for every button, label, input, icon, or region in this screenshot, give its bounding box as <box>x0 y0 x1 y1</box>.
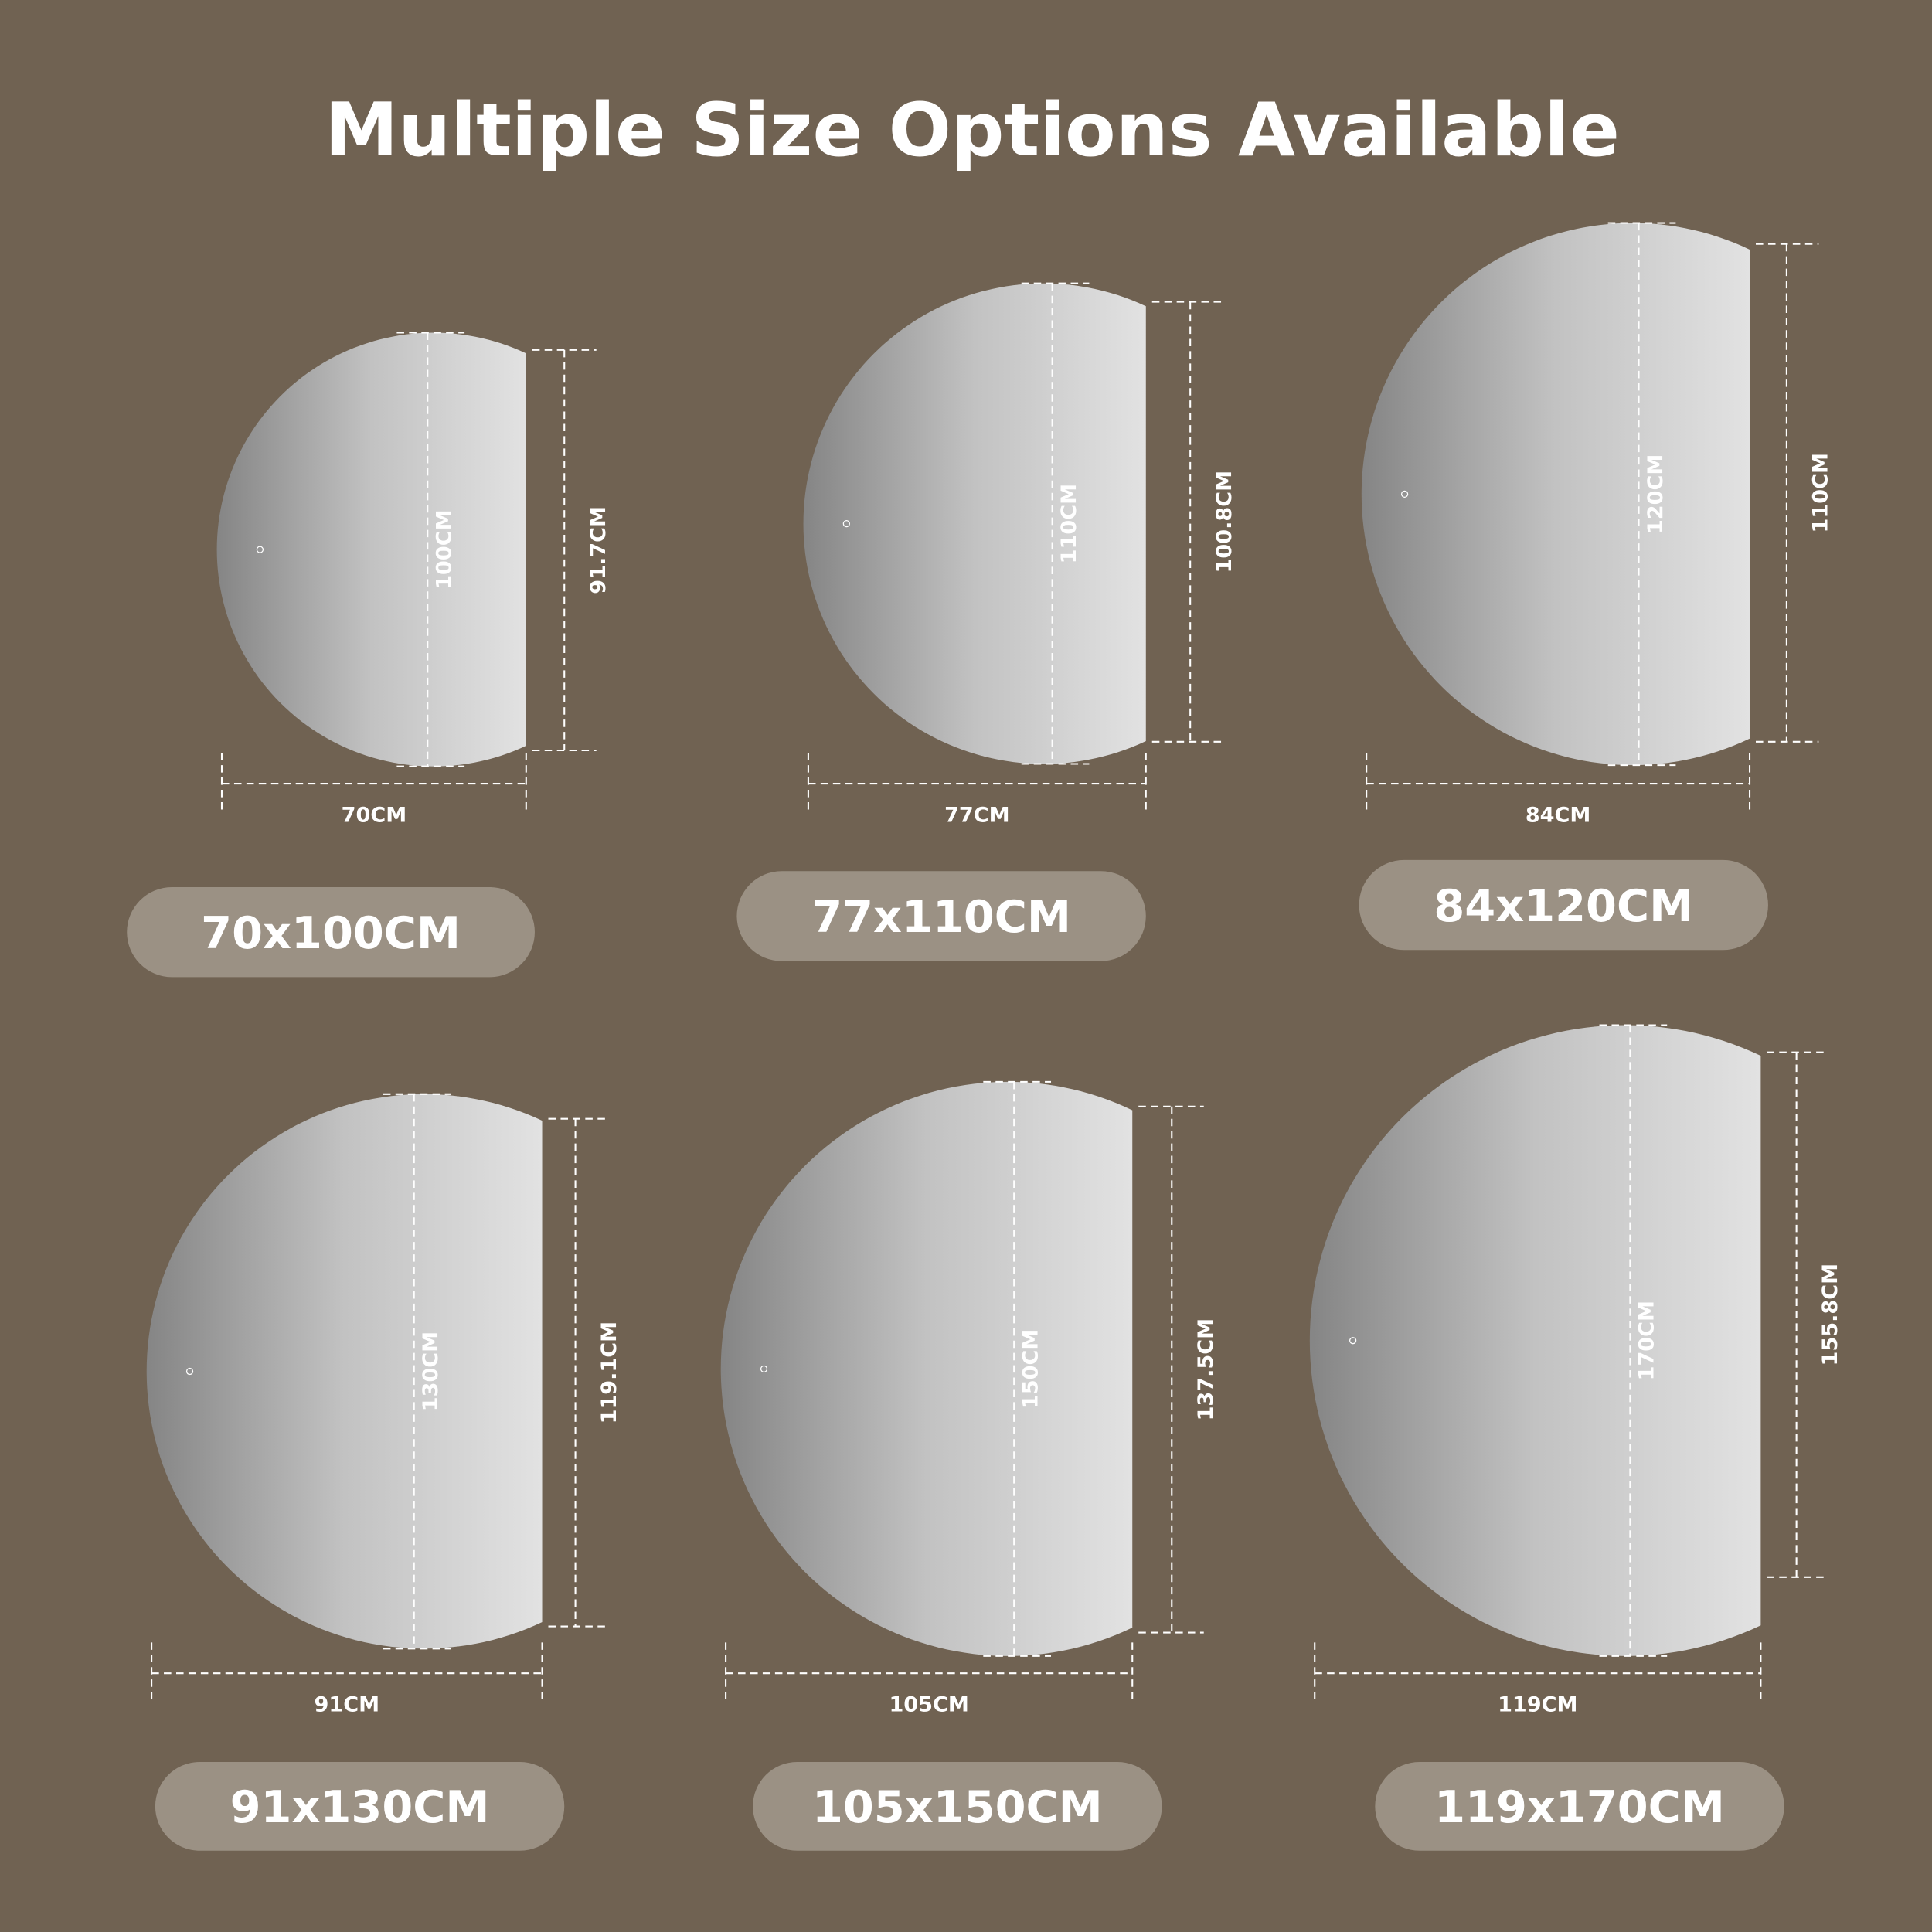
edge-height-label: 155.8CM <box>1818 1264 1842 1366</box>
size-badge <box>736 871 1146 961</box>
height-label: 120CM <box>1644 454 1668 534</box>
width-label: 70CM <box>342 803 407 827</box>
edge-height-label: 110CM <box>1808 453 1832 532</box>
mirror-size-option: 130CM 119.1CM 91CM 91x130CM <box>146 1093 621 1851</box>
touch-sensor-icon <box>842 519 850 528</box>
mirror-shape <box>720 1081 1133 1656</box>
touch-sensor-icon <box>760 1365 768 1372</box>
mirror-size-option: 100CM 91.7CM 70CM 70x100CM <box>127 332 611 978</box>
edge-height-label: 100.8CM <box>1213 471 1236 573</box>
width-label: 119CM <box>1498 1693 1577 1717</box>
touch-sensor-icon <box>1400 490 1409 498</box>
size-badge-label: 77x110CM <box>811 891 1071 943</box>
mirror-shape <box>146 1094 543 1649</box>
mirror-shape <box>1361 223 1750 766</box>
size-badge <box>127 886 535 978</box>
size-badge-label: 84x120CM <box>1434 880 1693 932</box>
edge-height-label: 137.5CM <box>1194 1318 1218 1421</box>
size-badge-label: 91x130CM <box>230 1781 490 1833</box>
edge-height-label: 91.7CM <box>587 506 611 594</box>
mirror-size-option: 170CM 155.8CM 119CM 119x170CM <box>1309 1024 1842 1851</box>
height-label: 130CM <box>419 1332 443 1411</box>
mirror-shape <box>803 283 1146 764</box>
edge-height-label: 119.1CM <box>597 1321 621 1424</box>
size-badge-label: 105x150CM <box>812 1781 1103 1833</box>
mirror-size-option: 120CM 110CM 84CM 84x120CM <box>1359 222 1832 951</box>
page-title: Multiple Size Options Available <box>325 87 1620 173</box>
height-label: 150CM <box>1019 1329 1043 1409</box>
touch-sensor-icon <box>1349 1337 1357 1345</box>
width-label: 84CM <box>1526 803 1591 827</box>
touch-sensor-icon <box>256 546 264 553</box>
size-badge-label: 70x100CM <box>201 907 461 959</box>
width-label: 105CM <box>889 1693 968 1717</box>
size-badge-label: 119x170CM <box>1434 1781 1725 1833</box>
mirror-shape <box>1309 1025 1761 1656</box>
mirror-size-option: 110CM 100.8CM 77CM 77x110CM <box>736 282 1236 961</box>
width-label: 91CM <box>315 1693 380 1717</box>
mirror-size-option: 150CM 137.5CM 105CM 105x150CM <box>720 1080 1218 1851</box>
width-label: 77CM <box>944 803 1010 827</box>
touch-sensor-icon <box>185 1367 194 1376</box>
mirror-shape <box>216 332 526 767</box>
size-badge <box>1359 859 1768 951</box>
size-badge <box>753 1761 1162 1851</box>
height-label: 110CM <box>1057 484 1081 563</box>
size-badge <box>1375 1761 1784 1851</box>
height-label: 100CM <box>433 509 457 589</box>
size-badge <box>155 1761 565 1851</box>
height-label: 170CM <box>1635 1301 1659 1380</box>
